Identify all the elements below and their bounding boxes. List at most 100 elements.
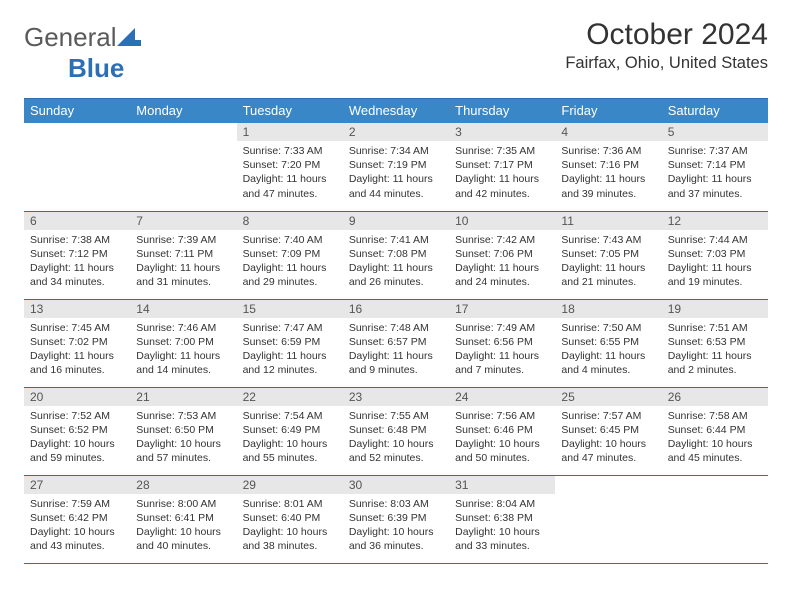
sunrise-text: Sunrise: 7:57 AM xyxy=(561,409,655,423)
day-number: 24 xyxy=(449,388,555,406)
day-number: 22 xyxy=(237,388,343,406)
daylight-text: Daylight: 11 hours and 2 minutes. xyxy=(668,349,762,377)
weekday-header-row: SundayMondayTuesdayWednesdayThursdayFrid… xyxy=(24,99,768,124)
calendar-day-cell: 25Sunrise: 7:57 AMSunset: 6:45 PMDayligh… xyxy=(555,387,661,475)
calendar-table: SundayMondayTuesdayWednesdayThursdayFrid… xyxy=(24,98,768,564)
calendar-day-cell: 26Sunrise: 7:58 AMSunset: 6:44 PMDayligh… xyxy=(662,387,768,475)
calendar-week-row: 1Sunrise: 7:33 AMSunset: 7:20 PMDaylight… xyxy=(24,123,768,211)
sunset-text: Sunset: 6:50 PM xyxy=(136,423,230,437)
calendar-day-cell: 24Sunrise: 7:56 AMSunset: 6:46 PMDayligh… xyxy=(449,387,555,475)
sunrise-text: Sunrise: 7:49 AM xyxy=(455,321,549,335)
day-number: 16 xyxy=(343,300,449,318)
day-number: 5 xyxy=(662,123,768,141)
calendar-day-cell: 15Sunrise: 7:47 AMSunset: 6:59 PMDayligh… xyxy=(237,299,343,387)
day-details: Sunrise: 7:59 AMSunset: 6:42 PMDaylight:… xyxy=(24,494,130,558)
day-details: Sunrise: 7:49 AMSunset: 6:56 PMDaylight:… xyxy=(449,318,555,382)
calendar-day-cell: 19Sunrise: 7:51 AMSunset: 6:53 PMDayligh… xyxy=(662,299,768,387)
day-details: Sunrise: 7:38 AMSunset: 7:12 PMDaylight:… xyxy=(24,230,130,294)
day-number: 27 xyxy=(24,476,130,494)
calendar-week-row: 27Sunrise: 7:59 AMSunset: 6:42 PMDayligh… xyxy=(24,475,768,563)
sunrise-text: Sunrise: 7:35 AM xyxy=(455,144,549,158)
sunset-text: Sunset: 6:42 PM xyxy=(30,511,124,525)
calendar-day-cell: 2Sunrise: 7:34 AMSunset: 7:19 PMDaylight… xyxy=(343,123,449,211)
calendar-day-cell: 6Sunrise: 7:38 AMSunset: 7:12 PMDaylight… xyxy=(24,211,130,299)
location-subtitle: Fairfax, Ohio, United States xyxy=(565,54,768,73)
sunrise-text: Sunrise: 7:46 AM xyxy=(136,321,230,335)
daylight-text: Daylight: 11 hours and 14 minutes. xyxy=(136,349,230,377)
calendar-day-cell: 28Sunrise: 8:00 AMSunset: 6:41 PMDayligh… xyxy=(130,475,236,563)
day-details: Sunrise: 7:57 AMSunset: 6:45 PMDaylight:… xyxy=(555,406,661,470)
day-details: Sunrise: 7:45 AMSunset: 7:02 PMDaylight:… xyxy=(24,318,130,382)
weekday-header: Monday xyxy=(130,99,236,124)
calendar-day-cell: 30Sunrise: 8:03 AMSunset: 6:39 PMDayligh… xyxy=(343,475,449,563)
brand-name-part1: General xyxy=(24,22,117,52)
day-number: 19 xyxy=(662,300,768,318)
sunrise-text: Sunrise: 7:40 AM xyxy=(243,233,337,247)
day-details: Sunrise: 7:46 AMSunset: 7:00 PMDaylight:… xyxy=(130,318,236,382)
day-details: Sunrise: 8:03 AMSunset: 6:39 PMDaylight:… xyxy=(343,494,449,558)
day-details: Sunrise: 7:53 AMSunset: 6:50 PMDaylight:… xyxy=(130,406,236,470)
calendar-day-cell: 4Sunrise: 7:36 AMSunset: 7:16 PMDaylight… xyxy=(555,123,661,211)
sunset-text: Sunset: 7:00 PM xyxy=(136,335,230,349)
sunrise-text: Sunrise: 7:48 AM xyxy=(349,321,443,335)
day-number: 23 xyxy=(343,388,449,406)
sunset-text: Sunset: 6:46 PM xyxy=(455,423,549,437)
sunset-text: Sunset: 6:57 PM xyxy=(349,335,443,349)
weekday-header: Friday xyxy=(555,99,661,124)
calendar-day-cell: 8Sunrise: 7:40 AMSunset: 7:09 PMDaylight… xyxy=(237,211,343,299)
calendar-day-cell: 27Sunrise: 7:59 AMSunset: 6:42 PMDayligh… xyxy=(24,475,130,563)
daylight-text: Daylight: 11 hours and 19 minutes. xyxy=(668,261,762,289)
sunset-text: Sunset: 7:08 PM xyxy=(349,247,443,261)
daylight-text: Daylight: 11 hours and 21 minutes. xyxy=(561,261,655,289)
day-details: Sunrise: 7:33 AMSunset: 7:20 PMDaylight:… xyxy=(237,141,343,205)
sunrise-text: Sunrise: 7:59 AM xyxy=(30,497,124,511)
day-details: Sunrise: 7:54 AMSunset: 6:49 PMDaylight:… xyxy=(237,406,343,470)
day-details: Sunrise: 7:42 AMSunset: 7:06 PMDaylight:… xyxy=(449,230,555,294)
weekday-header: Thursday xyxy=(449,99,555,124)
sunrise-text: Sunrise: 7:44 AM xyxy=(668,233,762,247)
day-details: Sunrise: 7:40 AMSunset: 7:09 PMDaylight:… xyxy=(237,230,343,294)
day-details: Sunrise: 7:50 AMSunset: 6:55 PMDaylight:… xyxy=(555,318,661,382)
day-details: Sunrise: 7:55 AMSunset: 6:48 PMDaylight:… xyxy=(343,406,449,470)
sunset-text: Sunset: 7:02 PM xyxy=(30,335,124,349)
calendar-day-cell: 5Sunrise: 7:37 AMSunset: 7:14 PMDaylight… xyxy=(662,123,768,211)
sunset-text: Sunset: 6:38 PM xyxy=(455,511,549,525)
calendar-day-cell: 13Sunrise: 7:45 AMSunset: 7:02 PMDayligh… xyxy=(24,299,130,387)
sunrise-text: Sunrise: 7:52 AM xyxy=(30,409,124,423)
calendar-day-cell: 23Sunrise: 7:55 AMSunset: 6:48 PMDayligh… xyxy=(343,387,449,475)
day-details: Sunrise: 8:00 AMSunset: 6:41 PMDaylight:… xyxy=(130,494,236,558)
day-details: Sunrise: 7:44 AMSunset: 7:03 PMDaylight:… xyxy=(662,230,768,294)
day-number: 7 xyxy=(130,212,236,230)
daylight-text: Daylight: 11 hours and 34 minutes. xyxy=(30,261,124,289)
daylight-text: Daylight: 10 hours and 50 minutes. xyxy=(455,437,549,465)
day-number: 11 xyxy=(555,212,661,230)
sunset-text: Sunset: 6:41 PM xyxy=(136,511,230,525)
calendar-empty-cell xyxy=(24,123,130,211)
day-number: 12 xyxy=(662,212,768,230)
daylight-text: Daylight: 11 hours and 4 minutes. xyxy=(561,349,655,377)
calendar-day-cell: 18Sunrise: 7:50 AMSunset: 6:55 PMDayligh… xyxy=(555,299,661,387)
sunrise-text: Sunrise: 7:34 AM xyxy=(349,144,443,158)
sunrise-text: Sunrise: 7:39 AM xyxy=(136,233,230,247)
sunrise-text: Sunrise: 8:04 AM xyxy=(455,497,549,511)
day-details: Sunrise: 7:34 AMSunset: 7:19 PMDaylight:… xyxy=(343,141,449,205)
daylight-text: Daylight: 11 hours and 9 minutes. xyxy=(349,349,443,377)
day-number: 15 xyxy=(237,300,343,318)
weekday-header: Tuesday xyxy=(237,99,343,124)
daylight-text: Daylight: 10 hours and 52 minutes. xyxy=(349,437,443,465)
day-number: 30 xyxy=(343,476,449,494)
day-details: Sunrise: 8:01 AMSunset: 6:40 PMDaylight:… xyxy=(237,494,343,558)
day-details: Sunrise: 7:47 AMSunset: 6:59 PMDaylight:… xyxy=(237,318,343,382)
title-block: October 2024 Fairfax, Ohio, United State… xyxy=(565,18,768,73)
calendar-day-cell: 29Sunrise: 8:01 AMSunset: 6:40 PMDayligh… xyxy=(237,475,343,563)
sunset-text: Sunset: 7:06 PM xyxy=(455,247,549,261)
sunrise-text: Sunrise: 8:01 AM xyxy=(243,497,337,511)
brand-name-part2: Blue xyxy=(68,53,124,83)
day-number: 31 xyxy=(449,476,555,494)
sunset-text: Sunset: 7:19 PM xyxy=(349,158,443,172)
sunset-text: Sunset: 6:49 PM xyxy=(243,423,337,437)
daylight-text: Daylight: 11 hours and 44 minutes. xyxy=(349,172,443,200)
daylight-text: Daylight: 11 hours and 29 minutes. xyxy=(243,261,337,289)
sunset-text: Sunset: 6:53 PM xyxy=(668,335,762,349)
calendar-day-cell: 17Sunrise: 7:49 AMSunset: 6:56 PMDayligh… xyxy=(449,299,555,387)
